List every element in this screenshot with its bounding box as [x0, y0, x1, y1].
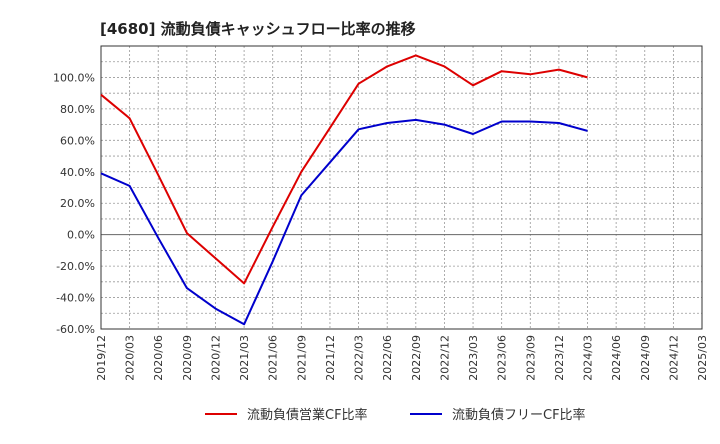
legend-label-2: 流動負債フリーCF比率 — [452, 407, 586, 423]
x-tick-label: 2023/03 — [467, 335, 480, 381]
chart-title: [4680] 流動負債キャッシュフロー比率の推移 — [100, 20, 416, 38]
x-tick-label: 2023/09 — [524, 335, 537, 381]
x-tick-label: 2021/12 — [324, 335, 337, 381]
axes: -60.0% -40.0% -20.0% 0.0% 20.0% 40.0% 60.0% 80.… — [53, 45, 709, 381]
x-tick-label: 2022/12 — [438, 335, 451, 381]
series-lines — [100, 54, 588, 326]
y-tick-label: 100.0% — [53, 71, 95, 84]
y-tick-label: 40.0% — [60, 166, 95, 179]
x-tick-label: 2020/03 — [124, 335, 137, 381]
legend-label-1: 流動負債営業CF比率 — [247, 407, 368, 423]
y-tick-label: 80.0% — [60, 103, 95, 116]
y-tick-label: -40.0% — [56, 292, 95, 305]
x-tick-label: 2021/03 — [238, 335, 251, 381]
x-tick-label: 2024/03 — [582, 335, 595, 381]
grid-lines — [100, 45, 703, 330]
plot-frame — [100, 45, 703, 330]
y-tick-label: 0.0% — [67, 229, 95, 242]
x-tick-label: 2024/06 — [610, 335, 623, 381]
x-tick-label: 2020/06 — [152, 335, 165, 381]
x-tick-label: 2020/09 — [181, 335, 194, 381]
y-tick-label: 20.0% — [60, 197, 95, 210]
x-tick-label: 2021/06 — [267, 335, 280, 381]
x-tick-label: 2022/09 — [410, 335, 423, 381]
y-tick-label: -20.0% — [56, 260, 95, 273]
x-tick-label: 2024/09 — [639, 335, 652, 381]
y-tick-label: 60.0% — [60, 134, 95, 147]
x-tick-label: 2023/12 — [553, 335, 566, 381]
x-tick-label: 2023/06 — [496, 335, 509, 381]
x-tick-label: 2021/09 — [295, 335, 308, 381]
series-line-2 — [100, 118, 588, 326]
x-tick-label: 2024/12 — [667, 335, 680, 381]
x-tick-label: 2022/06 — [381, 335, 394, 381]
y-tick-label: -60.0% — [56, 323, 95, 336]
x-tick-label: 2022/03 — [353, 335, 366, 381]
x-tick-label: 2020/12 — [209, 335, 222, 381]
x-tick-label: 2025/03 — [696, 335, 709, 381]
x-tick-label: 2019/12 — [95, 335, 108, 381]
legend: 流動負債営業CF比率 流動負債フリーCF比率 — [205, 407, 586, 423]
series-line-1 — [100, 54, 588, 285]
